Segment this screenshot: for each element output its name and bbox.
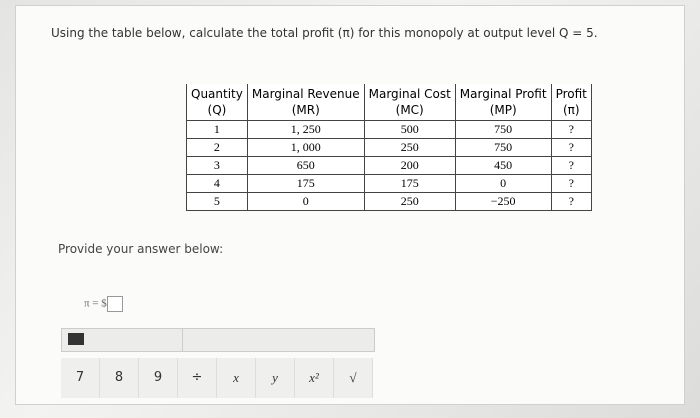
answer-label: π = $ <box>84 297 107 310</box>
header-cell: Marginal Cost (MC) <box>363 84 456 121</box>
header-line: Marginal Cost <box>368 87 451 101</box>
header-cell: Marginal Revenue (MR) <box>246 84 365 121</box>
header-cell: Marginal Profit (MP) <box>454 84 552 121</box>
header-row: Quantity (Q) Marginal Revenue (MR) Marginal … <box>186 84 592 121</box>
keypad-key[interactable]: √ <box>334 358 373 398</box>
table-cell: 750 <box>454 120 552 139</box>
keypad-key[interactable]: x <box>217 358 256 398</box>
header-cell: Quantity (Q) <box>186 84 248 121</box>
table-cell: 1, 000 <box>246 138 365 157</box>
header-line: (π) <box>562 103 580 117</box>
answer-input[interactable] <box>106 296 123 312</box>
table-cell: 500 <box>363 120 456 139</box>
keypad: 7 8 9 ÷ x y x² √ <box>61 358 373 398</box>
table-cell: 0 <box>454 174 552 193</box>
table-cell: 1, 250 <box>246 120 365 139</box>
table-cell: 450 <box>454 156 552 175</box>
dropdown[interactable] <box>182 329 238 351</box>
header-line: (MC) <box>395 103 424 117</box>
header-line: Marginal Revenue <box>251 87 360 101</box>
header-line: Marginal Profit <box>459 87 547 101</box>
table-row: 2 1, 000 250 750? <box>186 138 592 157</box>
header-line: Profit <box>555 87 587 101</box>
header-line: Quantity <box>191 87 243 101</box>
toolbar <box>61 328 375 352</box>
answer-prompt: Provide your answer below: <box>58 242 224 256</box>
table-cell: 175 <box>246 174 365 193</box>
table-row: 1 1, 250 500 750? <box>186 120 592 139</box>
table-row: 4 175 175 0? <box>186 174 592 193</box>
table-cell: 200 <box>363 156 456 175</box>
header-cell: Profit (π) <box>550 84 592 121</box>
keypad-key[interactable]: 9 <box>139 358 178 398</box>
data-table: Quantity (Q) Marginal Revenue (MR) Marginal … <box>186 84 592 211</box>
question-card: Using the table below, calculate the tot… <box>15 5 685 405</box>
table-cell: 1 <box>186 120 248 139</box>
keyboard-toggle[interactable] <box>68 333 84 345</box>
table-cell: 0 <box>246 192 365 211</box>
table-cell: 3 <box>186 156 248 175</box>
table-cell: ? <box>550 138 592 157</box>
keypad-key[interactable]: 8 <box>100 358 139 398</box>
table-cell: 2 <box>186 138 248 157</box>
keypad-key[interactable]: x² <box>295 358 334 398</box>
question-text: Using the table below, calculate the tot… <box>51 26 598 40</box>
header-line: (MR) <box>291 103 320 117</box>
table-cell: 750 <box>454 138 552 157</box>
table-cell: 650 <box>246 156 365 175</box>
table-cell: −250 <box>454 192 552 211</box>
table-cell: ? <box>550 120 592 139</box>
table-cell: ? <box>550 174 592 193</box>
table-row: 5 0 250 −250? <box>186 192 592 211</box>
table-cell: 5 <box>186 192 248 211</box>
table-cell: 4 <box>186 174 248 193</box>
table-cell: 250 <box>363 138 456 157</box>
keypad-key[interactable]: ÷ <box>178 358 217 398</box>
answer-row: π = $ <box>84 296 123 312</box>
keypad-key[interactable]: 7 <box>61 358 100 398</box>
table-cell: ? <box>550 156 592 175</box>
header-line: (MP) <box>489 103 517 117</box>
keypad-key[interactable]: y <box>256 358 295 398</box>
table-cell: 175 <box>363 174 456 193</box>
header-line: (Q) <box>207 103 227 117</box>
table-row: 3 650 200 450? <box>186 156 592 175</box>
table-cell: 250 <box>363 192 456 211</box>
table-cell: ? <box>550 192 592 211</box>
